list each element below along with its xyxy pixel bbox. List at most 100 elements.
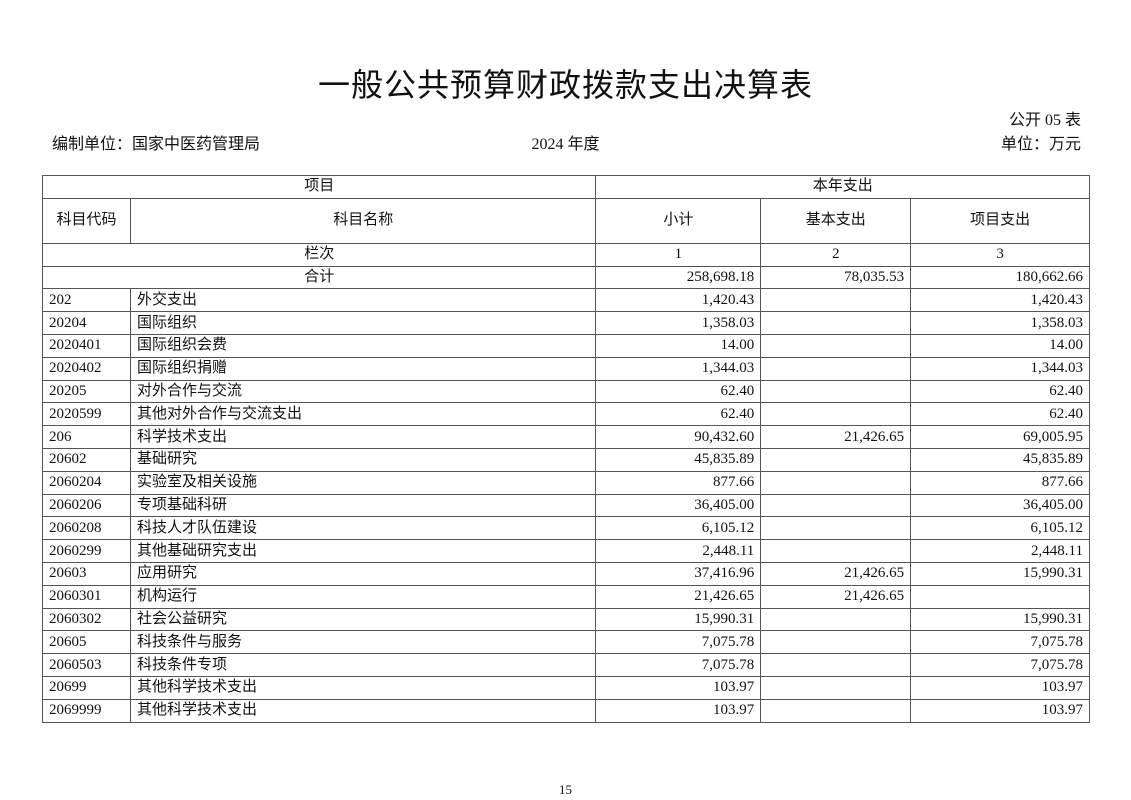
table-row: 20603 应用研究 37,416.96 21,426.65 15,990.31 [42, 561, 1090, 586]
row-name: 实验室及相关设施 [129, 470, 597, 495]
row-code: 202 [42, 288, 131, 313]
col-name-header: 科目名称 [129, 197, 597, 244]
row-project: 1,358.03 [910, 311, 1090, 335]
header-row-2: 科目代码 科目名称 小计 基本支出 项目支出 [42, 197, 1090, 244]
row-code: 2060204 [42, 470, 131, 495]
row-basic [760, 516, 912, 541]
row-basic [760, 607, 912, 632]
row-basic [760, 333, 912, 358]
compiling-unit: 编制单位：国家中医药管理局 [52, 136, 261, 153]
row-basic [760, 630, 912, 655]
row-subtotal: 90,432.60 [595, 425, 762, 449]
row-code: 20605 [42, 630, 131, 655]
table-row: 2069999 其他科学技术支出 103.97 103.97 [42, 698, 1090, 723]
col-code-header: 科目代码 [42, 197, 131, 244]
row-name: 国际组织 [129, 311, 597, 335]
row-basic [760, 402, 912, 427]
document-title: 一般公共预算财政拨款支出决算表 [317, 67, 813, 103]
table-row: 2060302 社会公益研究 15,990.31 15,990.31 [42, 607, 1090, 632]
row-subtotal: 2,448.11 [595, 539, 762, 563]
column-index-label: 栏次 [41, 242, 597, 267]
total-label: 合计 [41, 265, 597, 290]
row-code: 2020401 [42, 333, 131, 358]
row-code: 20603 [42, 561, 131, 586]
table-row: 2020401 国际组织会费 14.00 14.00 [42, 333, 1090, 358]
fiscal-year: 2024 年度 [531, 136, 600, 153]
table-row: 2060299 其他基础研究支出 2,448.11 2,448.11 [42, 539, 1090, 563]
row-project: 1,420.43 [910, 288, 1090, 313]
row-name: 应用研究 [129, 561, 597, 586]
column-index-2: 2 [760, 242, 912, 267]
page-number: 15 [559, 782, 572, 797]
column-index-1: 1 [595, 242, 762, 267]
row-project [910, 584, 1090, 609]
row-subtotal: 15,990.31 [595, 607, 762, 632]
table-row: 2020599 其他对外合作与交流支出 62.40 62.40 [42, 402, 1090, 427]
row-subtotal: 7,075.78 [595, 653, 762, 677]
row-subtotal: 1,420.43 [595, 288, 762, 313]
table-row: 20204 国际组织 1,358.03 1,358.03 [42, 311, 1090, 335]
total-basic: 78,035.53 [760, 265, 912, 290]
row-project: 103.97 [910, 698, 1090, 723]
row-code: 20204 [42, 311, 131, 335]
row-subtotal: 62.40 [595, 402, 762, 427]
row-basic [760, 447, 912, 472]
row-subtotal: 103.97 [595, 675, 762, 700]
header-row-1: 项目 本年支出 [41, 175, 1090, 199]
row-code: 2020599 [42, 402, 131, 427]
currency-unit: 单位：万元 [1000, 136, 1081, 153]
table-row: 2060208 科技人才队伍建设 6,105.12 6,105.12 [42, 516, 1090, 541]
row-code: 2060206 [42, 493, 131, 518]
column-index-3: 3 [910, 242, 1090, 267]
row-project: 15,990.31 [910, 607, 1090, 632]
row-project: 1,344.03 [910, 356, 1090, 381]
row-name: 科技人才队伍建设 [129, 516, 597, 541]
row-subtotal: 7,075.78 [595, 630, 762, 655]
row-basic [760, 379, 912, 404]
row-code: 2060299 [42, 539, 131, 563]
row-basic [760, 288, 912, 313]
row-name: 其他科学技术支出 [129, 698, 597, 723]
row-subtotal: 877.66 [595, 470, 762, 495]
column-index-row: 栏次 1 2 3 [41, 242, 1090, 267]
header-current-year: 本年支出 [595, 175, 1090, 199]
row-subtotal: 62.40 [595, 379, 762, 404]
row-name: 科技条件与服务 [129, 630, 597, 655]
row-name: 国际组织捐赠 [129, 356, 597, 381]
header-item: 项目 [41, 175, 597, 199]
row-name: 基础研究 [129, 447, 597, 472]
row-name: 机构运行 [129, 584, 597, 609]
row-subtotal: 45,835.89 [595, 447, 762, 472]
row-name: 其他科学技术支出 [129, 675, 597, 700]
row-project: 7,075.78 [910, 653, 1090, 677]
col-project-header: 项目支出 [910, 197, 1090, 244]
form-number: 公开 05 表 [1008, 112, 1081, 129]
row-subtotal: 103.97 [595, 698, 762, 723]
row-name: 科学技术支出 [129, 425, 597, 449]
row-subtotal: 6,105.12 [595, 516, 762, 541]
row-code: 2020402 [42, 356, 131, 381]
row-project: 62.40 [910, 402, 1090, 427]
row-name: 社会公益研究 [129, 607, 597, 632]
row-name: 外交支出 [129, 288, 597, 313]
table-row: 20605 科技条件与服务 7,075.78 7,075.78 [42, 630, 1090, 655]
row-name: 对外合作与交流 [129, 379, 597, 404]
row-subtotal: 37,416.96 [595, 561, 762, 586]
row-subtotal: 1,358.03 [595, 311, 762, 335]
row-project: 36,405.00 [910, 493, 1090, 518]
row-basic [760, 356, 912, 381]
row-project: 14.00 [910, 333, 1090, 358]
row-code: 20205 [42, 379, 131, 404]
row-basic [760, 539, 912, 563]
row-basic: 21,426.65 [760, 561, 912, 586]
total-project: 180,662.66 [910, 265, 1090, 290]
row-code: 2069999 [42, 698, 131, 723]
row-code: 206 [42, 425, 131, 449]
row-name: 其他基础研究支出 [129, 539, 597, 563]
row-project: 69,005.95 [910, 425, 1090, 449]
table-row: 20602 基础研究 45,835.89 45,835.89 [42, 447, 1090, 472]
row-basic [760, 653, 912, 677]
table-row: 2060204 实验室及相关设施 877.66 877.66 [42, 470, 1090, 495]
row-subtotal: 14.00 [595, 333, 762, 358]
row-basic [760, 470, 912, 495]
